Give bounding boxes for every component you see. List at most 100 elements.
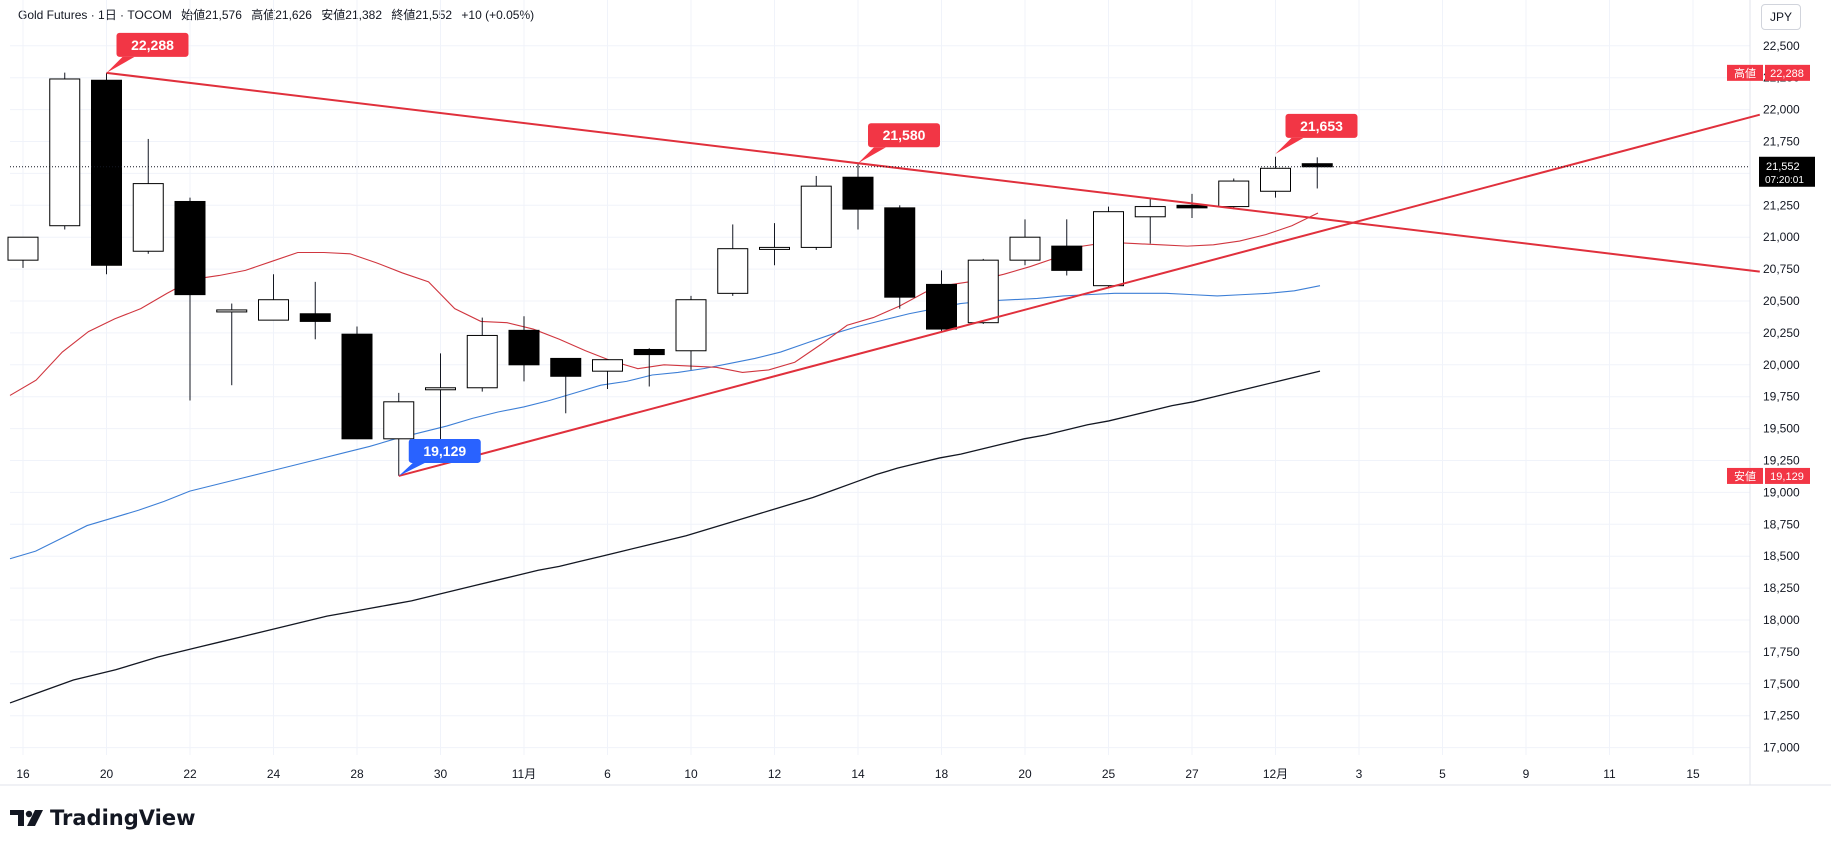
- candle-body-down: [1176, 204, 1208, 209]
- price-tick-label: 17,500: [1763, 677, 1800, 691]
- low-price-tag: 安値 19,129: [1727, 467, 1810, 484]
- candle: [1134, 197, 1166, 244]
- tradingview-logo[interactable]: TradingView: [10, 804, 195, 832]
- candle-body-up: [466, 334, 498, 389]
- candle-body-up: [800, 185, 832, 248]
- callout-pointer: [1275, 137, 1304, 154]
- candle-body-up: [1134, 206, 1166, 218]
- time-tick-label: 25: [1102, 767, 1116, 781]
- price-tick-label: 19,750: [1763, 390, 1800, 404]
- ohlc-close: 終値21,552: [391, 8, 452, 22]
- callout-pointer: [858, 147, 886, 164]
- price-tick-label: 20,750: [1763, 262, 1800, 276]
- candle-body-down: [299, 313, 331, 322]
- candle: [1051, 219, 1083, 276]
- axis-tag-label: 高値: [1734, 66, 1756, 80]
- candle: [967, 258, 999, 324]
- callout-label: 22,288: [131, 37, 174, 53]
- time-tick-label: 15: [1686, 767, 1700, 781]
- candle-body-down: [91, 79, 122, 266]
- tradingview-logo-icon: [10, 810, 43, 826]
- candle: [759, 223, 790, 266]
- candle: [675, 295, 707, 370]
- time-tick-label: 28: [350, 767, 364, 781]
- time-tick-label: 11: [1603, 767, 1616, 781]
- time-tick-label: 6: [604, 767, 611, 781]
- candle-body-up: [1260, 167, 1291, 192]
- candle-body-up: [7, 236, 39, 261]
- candle: [383, 392, 415, 476]
- time-tick-label: 16: [16, 767, 30, 781]
- candle: [1260, 156, 1291, 198]
- candle: [7, 236, 39, 268]
- candle-body-up: [1009, 236, 1041, 261]
- axis-value-bg: [1765, 64, 1810, 81]
- time-axis: 16 20 22 24 28 30 11月 6 10 12 14 18 20 25 27 12月 3 5 9 11 15: [16, 767, 1700, 781]
- price-tick-label: 20,250: [1763, 326, 1800, 340]
- axis-tag-bg: [1727, 467, 1763, 484]
- candle: [926, 270, 957, 332]
- axis-tag-label: 安値: [1734, 469, 1756, 483]
- candle: [1301, 157, 1333, 189]
- candle-body-down: [633, 348, 665, 356]
- price-tick-label: 19,500: [1763, 422, 1800, 436]
- candle: [1093, 206, 1124, 289]
- ohlc-open: 始値21,576: [181, 8, 242, 22]
- brand-name: TradingView: [50, 806, 196, 830]
- candle: [633, 348, 665, 387]
- candle: [174, 197, 206, 401]
- price-tick-label: 19,000: [1763, 485, 1800, 499]
- candle: [466, 317, 498, 392]
- candle: [508, 316, 540, 382]
- time-tick-label: 11月: [512, 767, 536, 781]
- price-tick-label: 20,500: [1763, 294, 1800, 308]
- ohlc-high: 高値21,626: [251, 8, 312, 22]
- candle-body-down: [884, 207, 916, 298]
- time-tick-label: 9: [1523, 767, 1530, 781]
- callout-pointer: [398, 462, 425, 476]
- open-label: 始値: [181, 8, 206, 22]
- price-tick-label: 22,000: [1763, 103, 1800, 117]
- candle-body-down: [341, 333, 373, 440]
- candle: [592, 359, 623, 390]
- candle-body-down: [1051, 245, 1083, 271]
- candle-body-up: [132, 183, 164, 252]
- time-tick-label: 12: [768, 767, 782, 781]
- candle: [91, 72, 122, 275]
- candle: [132, 138, 164, 254]
- ma-black-line: [9, 370, 1321, 704]
- candle: [884, 205, 916, 309]
- candle-body-up: [717, 248, 749, 294]
- chart-header: Gold Futures · 1日 · TOCOM 始値21,576 高値21,…: [18, 6, 540, 23]
- candle-body-up: [49, 78, 81, 227]
- candle-body-down: [926, 283, 957, 330]
- candle-body-up: [258, 299, 289, 321]
- currency-button[interactable]: JPY: [1761, 4, 1801, 30]
- candle: [1009, 219, 1041, 266]
- price-tick-label: 18,000: [1763, 613, 1800, 627]
- time-tick-label: 20: [100, 767, 114, 781]
- last-price-value: 21,552: [1766, 161, 1800, 173]
- time-tick-label: 24: [267, 767, 281, 781]
- candle: [299, 281, 331, 340]
- symbol-title[interactable]: Gold Futures · 1日 · TOCOM: [18, 8, 172, 22]
- candle-body-up: [592, 359, 623, 372]
- time-tick-label: 22: [183, 767, 197, 781]
- callout-box: [1285, 113, 1358, 138]
- candle-body-up: [1093, 211, 1124, 287]
- price-tick-label: 18,750: [1763, 517, 1800, 531]
- time-tick-label: 5: [1439, 767, 1446, 781]
- high-price-tag: 高値 22,288: [1727, 64, 1810, 81]
- candle-body-up: [216, 309, 248, 313]
- candle-body-up: [425, 387, 456, 391]
- price-tick-label: 18,500: [1763, 549, 1800, 563]
- low-callout: 19,129: [398, 438, 481, 476]
- candle: [550, 357, 582, 414]
- last-price-bg: [1759, 156, 1815, 187]
- price-tick-label: 20,000: [1763, 358, 1800, 372]
- candle-body-down: [842, 176, 874, 210]
- high-callout: 22,288: [106, 32, 189, 73]
- candle: [258, 274, 289, 321]
- price-tick-label: 19,250: [1763, 454, 1800, 468]
